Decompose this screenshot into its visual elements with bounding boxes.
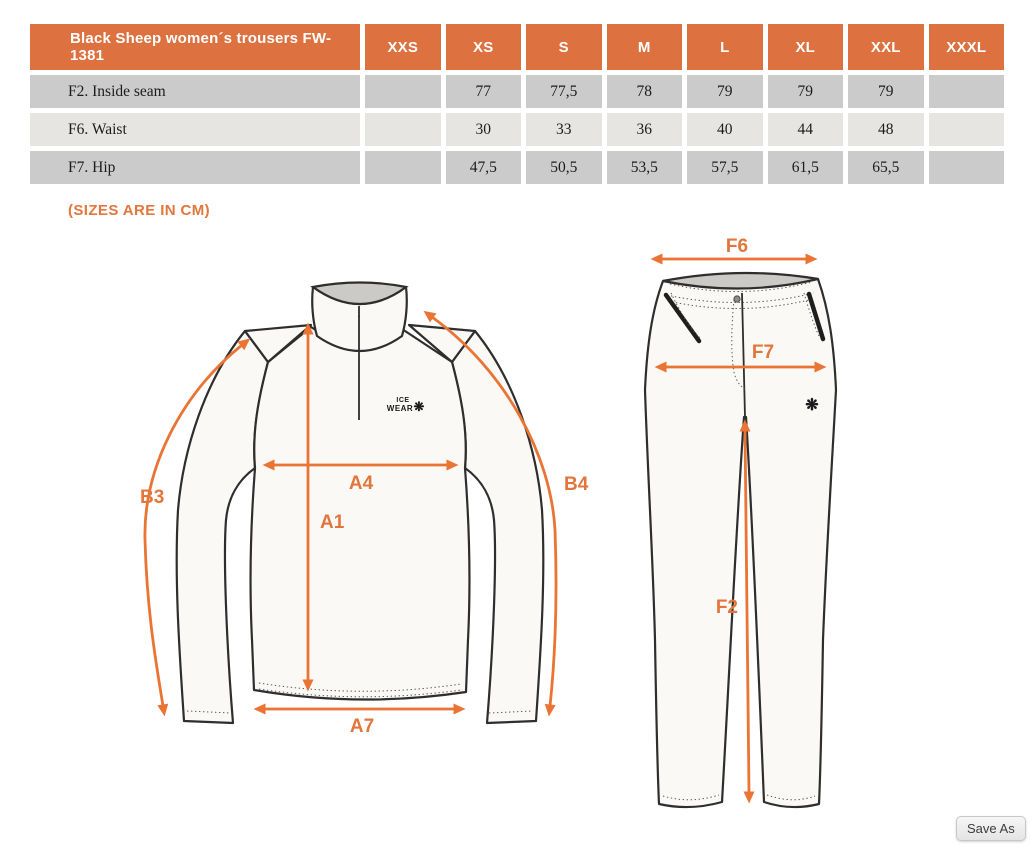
hem-stitch <box>258 682 462 692</box>
label-a4: A4 <box>349 473 374 494</box>
snowflake-icon: ❋ <box>805 397 819 414</box>
table-title: Black Sheep women´s trousers FW-1381 <box>30 24 360 70</box>
size-header-l: L <box>687 24 763 70</box>
save-as-button[interactable]: Save As <box>956 816 1026 841</box>
value-cell: 77 <box>445 75 521 108</box>
size-header-s: S <box>526 24 602 70</box>
value-cell: 53,5 <box>606 151 682 184</box>
value-cell: 48 <box>848 113 924 146</box>
fly-center-seam <box>741 292 746 418</box>
size-header-xxs: XXS <box>365 24 441 70</box>
value-cell: 61,5 <box>767 151 843 184</box>
right-hem-stitch <box>766 794 816 801</box>
arrow-f2 <box>739 419 755 804</box>
value-cell: 57,5 <box>687 151 763 184</box>
value-cell: 30 <box>445 113 521 146</box>
left-hem-stitch <box>662 794 720 801</box>
value-cell <box>365 151 441 184</box>
arrow-b3 <box>143 338 251 717</box>
sweater-logo-ice: ICE <box>396 397 409 404</box>
waist-opening <box>662 271 819 290</box>
label-f7: F7 <box>752 342 774 363</box>
sweater-left-shoulder-panel <box>243 323 313 364</box>
value-cell: 33 <box>526 113 602 146</box>
size-chart-table: Black Sheep women´s trousers FW-1381 XXS… <box>30 24 1004 184</box>
label-a1: A1 <box>320 512 345 533</box>
value-cell: 50,5 <box>526 151 602 184</box>
right-pocket-opening <box>806 291 826 342</box>
label-b3: B3 <box>140 487 164 508</box>
value-cell: 78 <box>606 75 682 108</box>
row-label-inside-seam: F2. Inside seam <box>30 75 360 108</box>
sizes-note: (SIZES ARE IN CM) <box>68 202 211 219</box>
value-cell <box>928 113 1004 146</box>
size-header-xxxl: XXXL <box>928 24 1004 70</box>
value-cell: 65,5 <box>848 151 924 184</box>
size-header-m: M <box>606 24 682 70</box>
left-pocket-opening <box>663 292 702 344</box>
label-f2: F2 <box>716 597 738 618</box>
trousers-drawing: ❋ F6 F7 F2 <box>643 236 838 809</box>
sweater-drawing: ICE WEAR ❋ B3 A4 A1 B4 A7 <box>140 281 589 737</box>
value-cell: 47,5 <box>445 151 521 184</box>
waistband-stitch <box>667 298 814 310</box>
sweater-logo-wear: WEAR <box>387 404 413 413</box>
left-pocket-stitch <box>670 292 702 340</box>
waistband-stitch <box>666 292 815 304</box>
value-cell: 40 <box>687 113 763 146</box>
size-header-xxl: XXL <box>848 24 924 70</box>
trousers-body <box>643 272 838 809</box>
size-header-xl: XL <box>767 24 843 70</box>
sweater-body <box>249 325 471 701</box>
right-pocket-stitch <box>803 292 821 339</box>
value-cell: 79 <box>767 75 843 108</box>
label-a7: A7 <box>350 716 374 737</box>
value-cell: 77,5 <box>526 75 602 108</box>
value-cell: 36 <box>606 113 682 146</box>
row-label-hip: F7. Hip <box>30 151 360 184</box>
value-cell <box>365 75 441 108</box>
value-cell: 79 <box>687 75 763 108</box>
sweater-collar-inside <box>310 281 409 305</box>
hem-stitch <box>258 688 462 698</box>
label-b4: B4 <box>564 474 589 495</box>
waist-stitch <box>669 281 813 293</box>
value-cell <box>928 151 1004 184</box>
snowflake-icon: ❋ <box>414 399 425 414</box>
row-label-waist: F6. Waist <box>30 113 360 146</box>
value-cell: 44 <box>767 113 843 146</box>
value-cell <box>365 113 441 146</box>
label-f6: F6 <box>726 236 748 257</box>
value-cell <box>928 75 1004 108</box>
size-header-xs: XS <box>445 24 521 70</box>
value-cell: 79 <box>848 75 924 108</box>
arrow-b4 <box>423 310 558 717</box>
waist-button <box>733 295 741 303</box>
